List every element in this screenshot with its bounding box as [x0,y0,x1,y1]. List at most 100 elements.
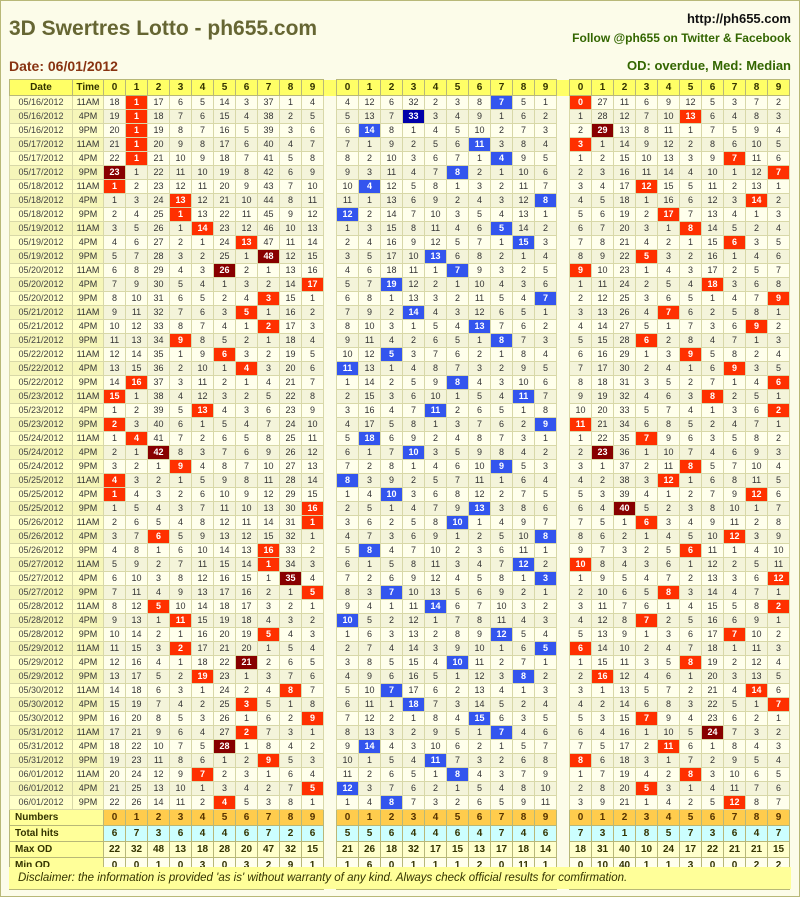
od-cell: 2 [591,473,614,488]
od-cell: 17 [358,417,381,432]
od-cell: 5 [279,753,302,768]
od-hit-cell: 4 [103,473,126,488]
draw-row: 05/16/2012 11AM 18 1 17 6 5 14 3 37 1 4 4 12 6 32 2 3 8 7 5 1… [9,95,790,110]
od-cell: 14 [358,375,381,390]
od-cell: 5 [569,487,592,502]
od-cell: 19 [613,767,636,782]
od-cell: 3 [569,305,592,320]
od-cell: 18 [125,683,148,698]
od-cell: 1 [169,473,192,488]
od-hit-cell: 5 [380,347,403,362]
od-cell: 1 [490,347,513,362]
total-hits-row-value: 7 [569,825,592,842]
od-cell: 11 [512,179,535,194]
numbers-row-value: 8 [745,809,768,826]
od-cell: 7 [569,515,592,530]
draw-time-cell: 4PM [72,193,104,208]
max-od-row-value: 31 [591,841,614,858]
od-hit-cell: 1 [103,487,126,502]
od-hit-cell: 28 [213,739,236,754]
od-cell: 4 [257,613,280,628]
od-cell: 8 [569,249,592,264]
od-cell: 4 [279,739,302,754]
od-hit-cell: 12 [336,207,359,222]
od-cell: 38 [613,473,636,488]
od-cell: 14 [213,543,236,558]
od-cell: 23 [613,263,636,278]
od-cell: 7 [125,249,148,264]
od-cell: 13 [358,361,381,376]
od-cell: 28 [147,249,170,264]
od-cell: 3 [446,697,469,712]
od-cell: 7 [569,739,592,754]
group-spacer [323,543,337,558]
site-url-link[interactable]: http://ph655.com [686,11,791,26]
od-cell: 1 [147,613,170,628]
od-cell: 10 [613,641,636,656]
od-cell: 4 [635,487,658,502]
od-hit-cell: 9 [569,263,592,278]
od-cell: 2 [446,403,469,418]
od-cell: 3 [679,389,702,404]
od-cell: 1 [745,697,768,712]
od-cell: 10 [402,585,425,600]
od-cell: 5 [301,655,324,670]
od-cell: 26 [613,305,636,320]
numbers-row-value: 1 [125,809,148,826]
follow-social-link[interactable]: Follow @ph655 on Twitter & Facebook [572,31,791,45]
od-cell: 8 [257,739,280,754]
digit-header: 9 [534,79,557,96]
od-cell: 1 [380,697,403,712]
group-spacer [556,781,570,796]
od-cell: 7 [657,683,680,698]
od-cell: 5 [301,109,324,124]
od-cell: 1 [380,291,403,306]
draw-date-cell: 05/30/2012 [9,683,73,698]
od-cell: 1 [635,627,658,642]
od-cell: 12 [191,389,214,404]
od-cell: 13 [402,291,425,306]
draw-date-cell: 05/22/2012 [9,375,73,390]
od-cell: 19 [125,697,148,712]
od-cell: 2 [723,179,746,194]
od-cell: 6 [512,109,535,124]
od-cell: 5 [402,375,425,390]
od-cell: 2 [301,739,324,754]
draw-time-cell: 11AM [72,305,104,320]
od-cell: 3 [103,459,126,474]
od-cell: 6 [424,333,447,348]
od-cell: 5 [125,501,148,516]
od-cell: 5 [235,123,258,138]
od-cell: 6 [380,431,403,446]
od-cell: 6 [235,137,258,152]
draw-time-cell: 9PM [72,459,104,474]
group-spacer [323,333,337,348]
od-cell: 3 [767,109,790,124]
draw-row: 05/18/2012 4PM 1 3 24 13 12 21 10 44 8 11 11 1 13 6 9 2 4 3… [9,193,790,208]
digit-header: 4 [424,79,447,96]
numbers-row-value: 8 [279,809,302,826]
total-hits-row-value: 7 [490,825,513,842]
od-cell: 12 [235,221,258,236]
group-spacer [323,291,337,306]
od-cell: 2 [257,781,280,796]
od-cell: 2 [657,767,680,782]
group-spacer [323,235,337,250]
od-cell: 8 [279,193,302,208]
group-spacer [556,277,570,292]
od-cell: 24 [147,193,170,208]
numbers-row-value: 5 [213,809,236,826]
od-cell: 4 [235,109,258,124]
od-cell: 3 [569,599,592,614]
od-cell: 20 [701,669,724,684]
od-cell: 17 [279,319,302,334]
od-cell: 9 [169,767,192,782]
numbers-row-value: 1 [591,809,614,826]
od-hit-cell: 7 [767,165,790,180]
od-cell: 2 [657,333,680,348]
od-cell: 1 [490,641,513,656]
od-cell: 1 [635,795,658,810]
od-cell: 5 [446,585,469,600]
od-cell: 34 [613,417,636,432]
